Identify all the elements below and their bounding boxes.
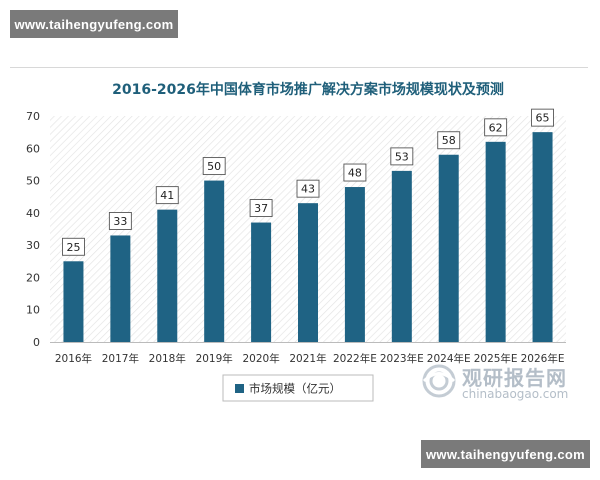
- bar: [532, 132, 553, 342]
- data-label: 58: [442, 134, 456, 147]
- x-tick-label: 2021年: [289, 352, 326, 365]
- data-label: 48: [348, 167, 362, 180]
- y-tick-label: 50: [26, 175, 40, 188]
- bar: [438, 154, 459, 342]
- logo-swirl-icon: [422, 364, 456, 398]
- bar: [110, 235, 131, 342]
- watermark-top: www.taihengyufeng.com: [10, 10, 178, 38]
- bar: [157, 209, 178, 342]
- bar: [485, 141, 506, 342]
- bar: [391, 170, 412, 342]
- y-tick-label: 70: [26, 110, 40, 123]
- data-label: 62: [489, 121, 503, 134]
- data-label: 53: [395, 150, 409, 163]
- data-label-box: [249, 199, 273, 217]
- data-label: 43: [301, 183, 315, 196]
- bar: [344, 187, 365, 342]
- x-tick-label: 2017年: [102, 352, 139, 365]
- data-label-box: [437, 131, 461, 150]
- data-label-box: [390, 147, 414, 166]
- legend-label: 市场规模（亿元）: [249, 382, 341, 396]
- data-label: 41: [160, 189, 174, 202]
- data-label: 33: [113, 215, 127, 228]
- y-tick-label: 0: [33, 336, 40, 349]
- watermark-text: www.taihengyufeng.com: [14, 16, 174, 32]
- legend-swatch: [235, 384, 244, 393]
- y-tick-label: 30: [26, 239, 40, 252]
- watermark-bottom: www.taihengyufeng.com: [421, 440, 590, 468]
- bar-chart: 2016-2026年中国体育市场推广解决方案市场规模现状及预测 0 10 20 30 40…: [26, 81, 566, 402]
- data-label-box: [296, 179, 320, 198]
- data-label-box: [108, 212, 132, 230]
- data-label: 65: [536, 112, 550, 125]
- data-label: 50: [207, 160, 221, 173]
- chart-title: 2016-2026年中国体育市场推广解决方案市场规模现状及预测: [112, 81, 504, 98]
- bar: [251, 222, 272, 342]
- data-label-box: [62, 237, 85, 256]
- data-label-box: [531, 108, 554, 127]
- x-tick-label: 2026年E: [521, 352, 565, 365]
- x-tick-label: 2019年: [196, 352, 233, 365]
- logo-chinese-text: 观研报告网: [462, 366, 567, 390]
- logo-english-text: chinabaogao.com: [462, 387, 569, 401]
- y-tick-label: 60: [26, 142, 40, 155]
- y-tick-label: 20: [26, 271, 40, 284]
- x-tick-label: 2016年: [55, 352, 92, 365]
- x-tick-label: 2018年: [149, 352, 186, 365]
- x-tick-label: 2023年E: [380, 352, 424, 365]
- bar: [298, 203, 318, 342]
- data-label-box: [155, 186, 179, 205]
- data-label-box: [202, 157, 226, 176]
- y-tick-label: 10: [26, 304, 40, 317]
- data-label: 25: [66, 241, 80, 254]
- legend-box: [222, 374, 374, 402]
- y-tick-label: 40: [26, 207, 40, 220]
- chart-frame: 2016-2026年中国体育市场推广解决方案市场规模现状及预测 0 10 20 30 40…: [10, 67, 588, 413]
- watermark-text: www.taihengyufeng.com: [426, 446, 585, 462]
- x-tick-label: 2022年E: [333, 352, 377, 365]
- data-label-box: [343, 163, 367, 182]
- bar: [63, 261, 84, 342]
- data-label: 37: [254, 202, 268, 215]
- x-tick-label: 2020年: [242, 352, 279, 365]
- x-tick-label: 2025年E: [474, 352, 518, 365]
- x-tick-label: 2024年E: [427, 352, 471, 365]
- bar: [204, 180, 225, 342]
- publisher-logo: 观研报告网 chinabaogao.com: [420, 360, 580, 406]
- data-label-box: [484, 118, 508, 137]
